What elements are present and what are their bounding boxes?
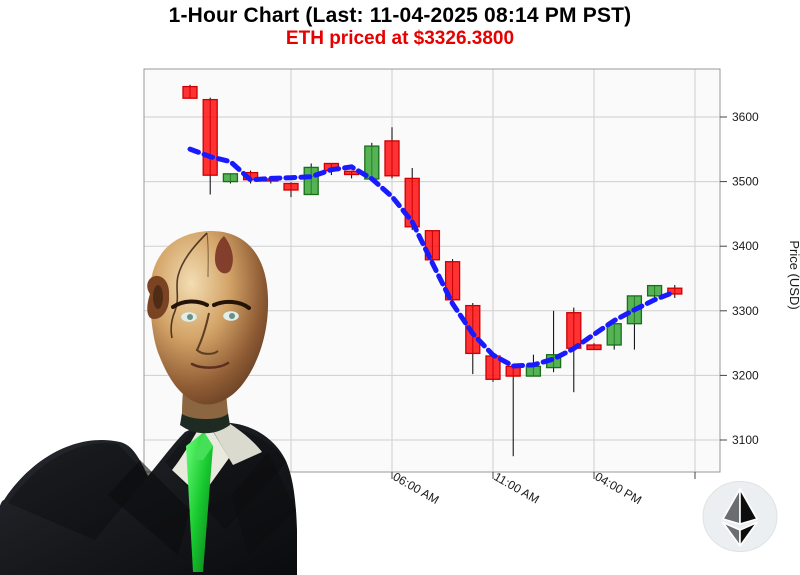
svg-text:11:00 AM: 11:00 AM (492, 469, 542, 506)
svg-text:3400: 3400 (732, 239, 759, 253)
svg-text:06:00 AM: 06:00 AM (391, 469, 442, 506)
svg-text:3300: 3300 (732, 304, 759, 318)
svg-text:3500: 3500 (732, 175, 759, 189)
svg-text:3200: 3200 (732, 368, 759, 382)
svg-text:04:00 PM: 04:00 PM (593, 469, 644, 507)
svg-text:Price (USD): Price (USD) (787, 240, 800, 309)
svg-text:3100: 3100 (732, 433, 759, 447)
svg-text:3600: 3600 (732, 110, 759, 124)
